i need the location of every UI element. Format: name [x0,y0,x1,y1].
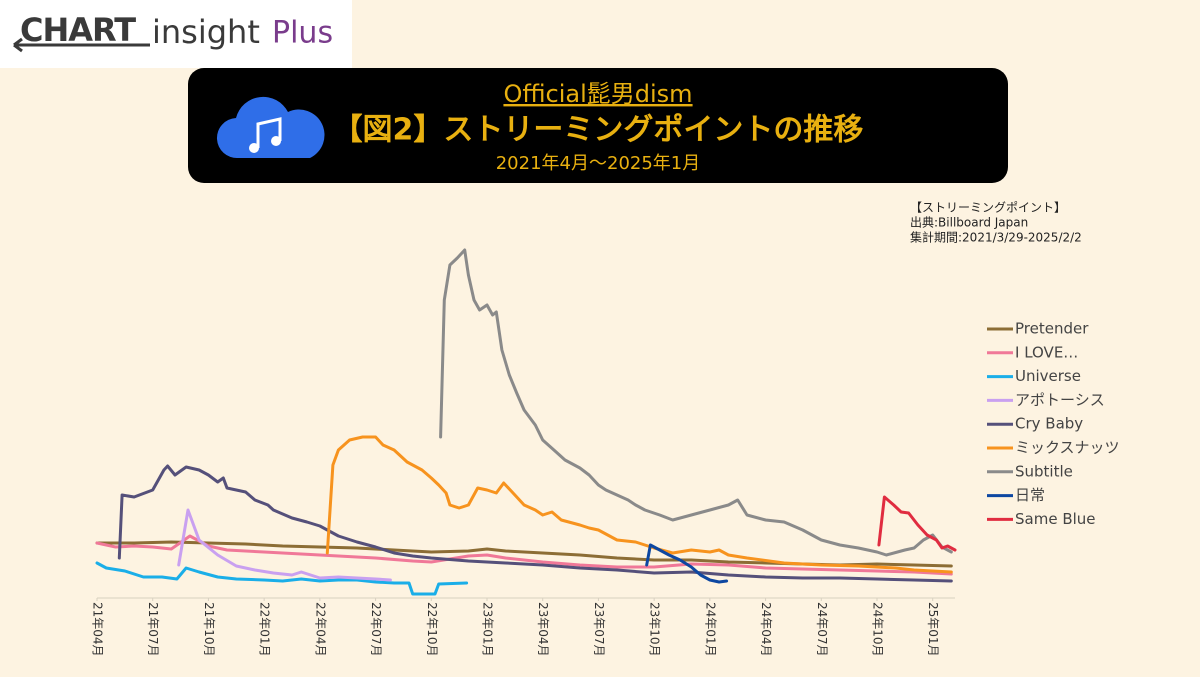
source-note: 出典:Billboard Japan [910,216,1028,230]
chart-title: 【図2】ストリーミングポイントの推移 [333,113,864,148]
series-line [177,508,392,582]
x-tick-label: 24年04月 [759,602,773,657]
title-box [188,68,1008,183]
x-tick-label: 23年10月 [648,602,662,657]
legend-label: Pretender [1015,320,1089,338]
x-tick-label: 22年07月 [369,602,383,657]
x-tick-label: 24年01月 [703,602,717,657]
logo-box [0,0,352,68]
cloud-icon [216,96,325,159]
x-tick-label: 22年01月 [258,602,272,657]
note-head [249,143,259,153]
note-head [271,136,281,146]
series-line [325,435,953,574]
x-tick-label: 21年04月 [91,602,105,657]
x-tick-label: 22年10月 [425,602,439,657]
x-tick-label: 24年07月 [815,602,829,657]
subtitle: 2021年4月〜2025年1月 [496,153,701,174]
legend-label: ミックスナッツ [1015,439,1120,457]
legend-label: Universe [1015,367,1081,385]
cloud [216,96,325,159]
legend-label: Subtitle [1015,462,1073,480]
series-line [439,248,953,557]
logo-brand: CHART [20,11,136,49]
x-tick-label: 21年07月 [146,602,160,657]
x-tick-label: 21年10月 [202,602,216,657]
note [256,117,282,148]
x-tick-label: 25年01月 [926,602,940,657]
x-tick-label: 23年04月 [536,602,550,657]
series-line [95,561,469,596]
x-tick-label: 22年04月 [313,602,327,657]
source-note: 【ストリーミングポイント】 [910,201,1066,215]
source-note: 集計期間:2021/3/29-2025/2/2 [910,230,1082,245]
series-line [877,495,957,552]
logo-name: insight [152,13,260,51]
x-tick-label: 23年07月 [592,602,606,657]
legend-label: アポトーシス [1015,391,1105,409]
logo-arrow [13,37,150,53]
x-tick-label: 24年10月 [871,602,885,657]
legend-label: Same Blue [1015,510,1096,528]
x-tick-label: 23年01月 [481,602,495,657]
series-line [645,543,729,584]
artist: Official髭男dism [503,80,692,108]
legend-label: 日常 [1015,486,1045,504]
logo-plus: Plus [272,16,333,51]
legend-label: Cry Baby [1015,415,1083,433]
legend-label: I LOVE… [1015,343,1078,361]
